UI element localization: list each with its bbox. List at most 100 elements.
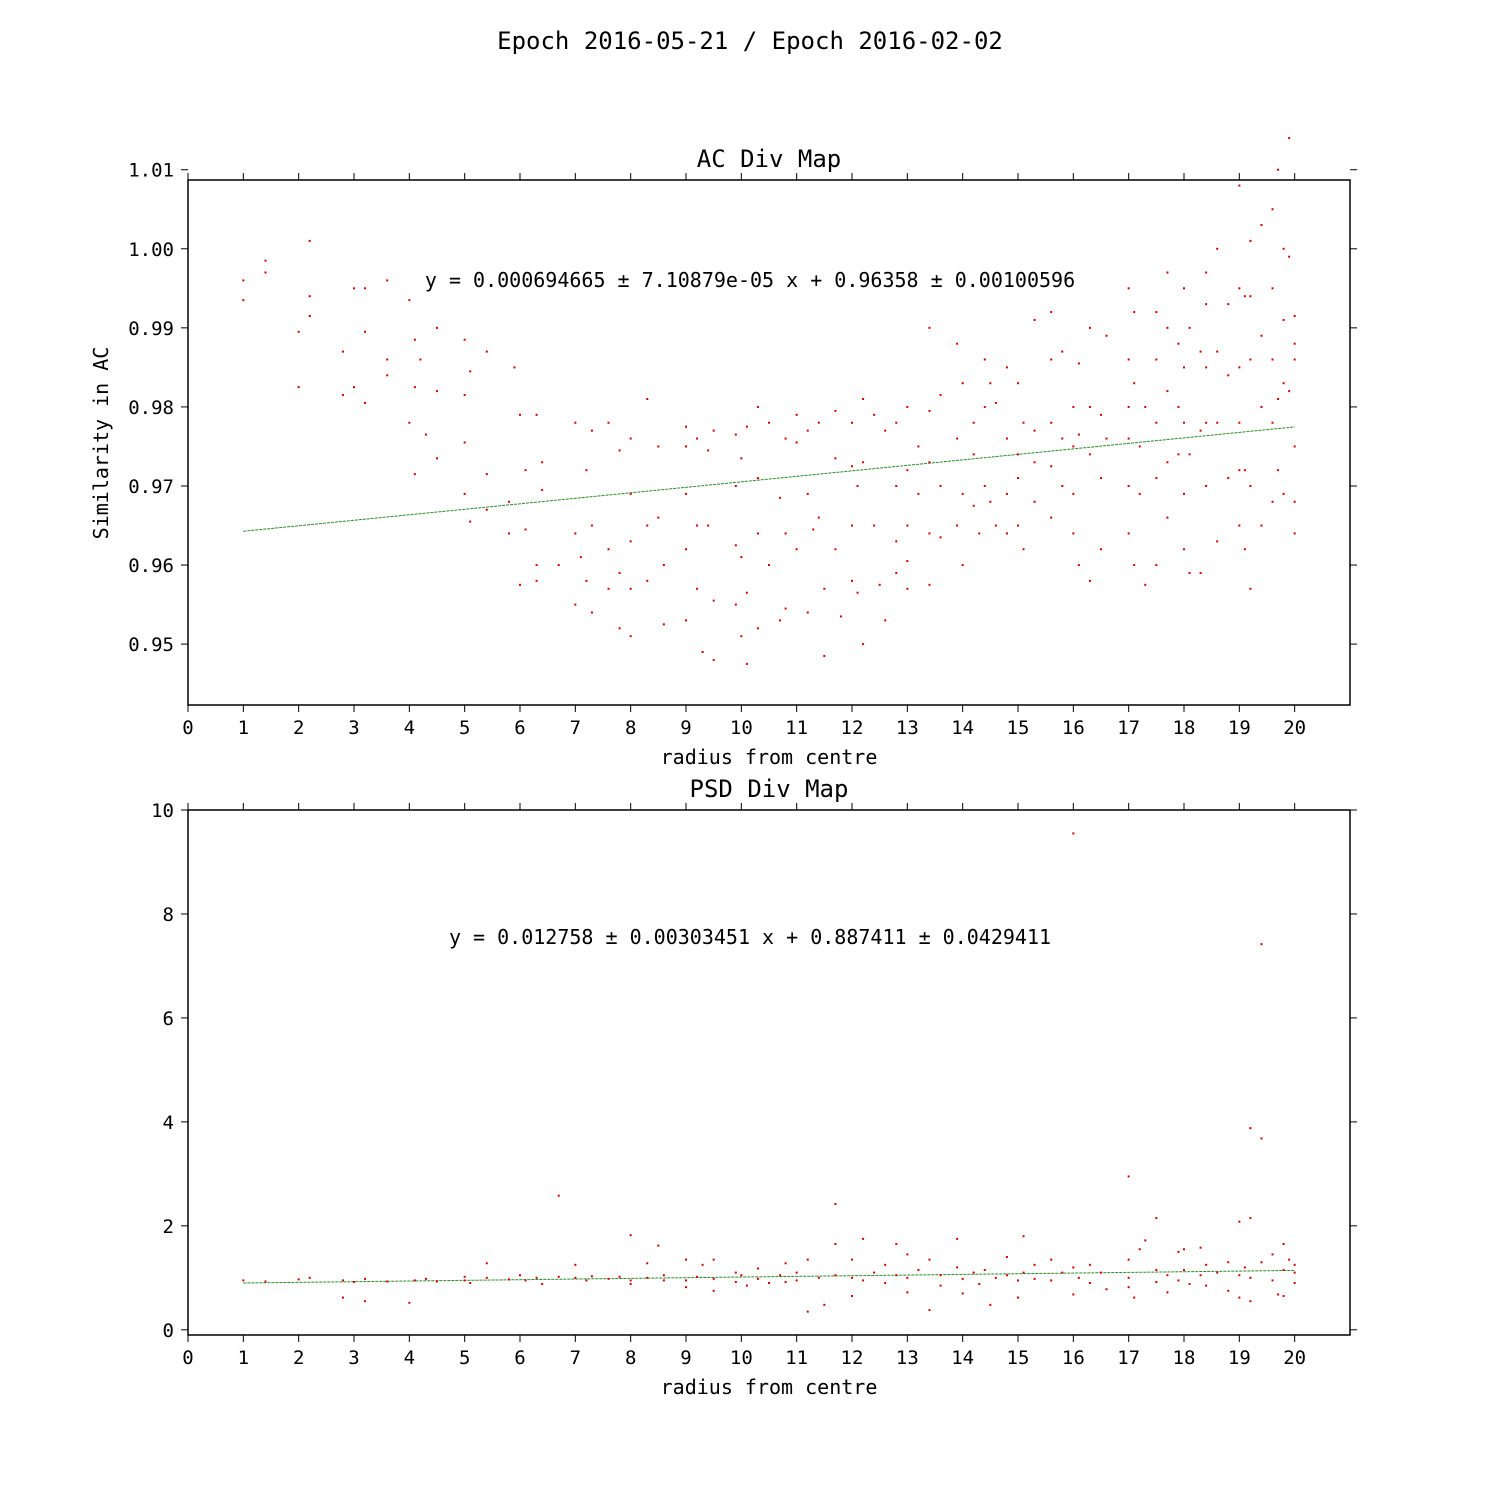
ac-data-point [1293,358,1296,361]
psd-data-point [1072,832,1075,835]
psd-data-point [364,1277,367,1280]
ac-data-point [408,299,411,302]
psd-data-point [1227,1289,1230,1292]
psd-data-point [1177,1279,1180,1282]
ac-y-tick-label: 0.95 [128,634,174,656]
psd-data-point [436,1280,438,1283]
psd-data-point [956,1266,959,1269]
ac-data-point [1155,358,1158,361]
ac-data-point [956,342,959,345]
ac-data-point [1271,421,1274,424]
ac-data-point [1271,287,1274,290]
ac-y-tick-label: 0.99 [128,318,174,340]
ac-data-point [629,540,632,543]
ac-data-point [1017,524,1019,527]
ac-data-point [1005,366,1008,369]
ac-points [242,137,1296,665]
psd-fit-annotation: y = 0.012758 ± 0.00303451 x + 0.887411 ±… [449,925,1051,949]
ac-data-point [756,532,759,535]
ac-data-point [779,496,782,499]
ac-data-point [1050,421,1053,424]
ac-data-point [1050,516,1053,519]
ac-data-point [1293,314,1296,317]
psd-x-tick-label: 18 [1173,1347,1196,1369]
ac-data-point [436,326,438,329]
psd-data-point [1127,1175,1130,1178]
psd-data-point [1088,1282,1091,1285]
ac-data-point [1033,461,1036,464]
ac-div-map-panel: AC Div Map radius from centre Similarity… [89,137,1357,769]
ac-data-point [756,627,759,630]
psd-data-point [1050,1279,1053,1282]
ac-data-point [856,484,859,487]
psd-data-point [1249,1300,1252,1303]
ac-data-point [1177,453,1180,456]
ac-data-point [1216,540,1219,543]
ac-data-point [1133,382,1136,385]
psd-data-point [734,1271,737,1274]
ac-data-point [696,587,699,590]
psd-x-tick-label: 17 [1117,1347,1140,1369]
ac-data-point [463,441,466,444]
ac-data-point [1155,421,1158,424]
psd-data-point [485,1262,488,1265]
ac-data-point [541,488,544,491]
ac-data-point [740,457,743,460]
ac-data-point [928,532,931,535]
ac-data-point [618,627,621,630]
ac-data-point [839,615,842,618]
psd-data-point [1260,1137,1263,1140]
ac-data-point [590,611,593,614]
ac-data-point [1282,382,1285,385]
ac-data-point [646,579,649,582]
ac-x-tick-label: 6 [514,717,525,739]
psd-data-point [1133,1296,1136,1299]
ac-data-point [1133,311,1136,314]
psd-data-point [851,1276,853,1279]
psd-data-point [928,1258,931,1261]
psd-data-point [740,1274,743,1277]
psd-y-tick-label: 0 [163,1320,174,1342]
ac-data-point [590,524,593,527]
ac-data-point [364,401,367,404]
ac-fit-line [243,426,1295,532]
ac-data-point [895,484,898,487]
ac-data-point [1127,358,1130,361]
ac-data-point [1238,287,1241,290]
psd-data-point [1144,1239,1147,1242]
ac-data-point [1288,255,1291,258]
ac-data-point [1155,564,1158,567]
ac-data-point [856,591,859,594]
psd-data-point [524,1279,527,1282]
psd-data-point [1282,1295,1285,1298]
ac-x-tick-label: 14 [951,717,974,739]
psd-data-point [657,1244,660,1247]
ac-data-point [712,599,715,602]
psd-data-point [994,1276,997,1279]
psd-data-point [507,1278,510,1281]
ac-data-point [1293,500,1296,503]
ac-data-point [264,271,267,274]
ac-data-point [1282,492,1285,495]
ac-x-tick-label: 5 [459,717,470,739]
psd-data-point [884,1282,887,1285]
ac-data-point [1238,366,1241,369]
psd-data-point [939,1284,942,1287]
psd-data-point [463,1279,466,1282]
psd-data-point [1243,1266,1246,1269]
ac-data-point [585,579,588,582]
ac-data-point [524,469,527,472]
psd-x-tick-label: 16 [1062,1347,1085,1369]
psd-data-point [1177,1250,1180,1253]
psd-y-tick-label: 2 [163,1216,174,1238]
ac-data-point [1183,421,1185,424]
ac-data-point [1277,398,1280,401]
psd-data-point [756,1277,759,1280]
ac-data-point [961,564,964,567]
ac-data-point [1260,224,1263,227]
psd-data-point [884,1263,887,1266]
ac-data-point [341,350,344,353]
ac-axes-frame [187,179,1351,706]
ac-data-point [961,382,964,385]
